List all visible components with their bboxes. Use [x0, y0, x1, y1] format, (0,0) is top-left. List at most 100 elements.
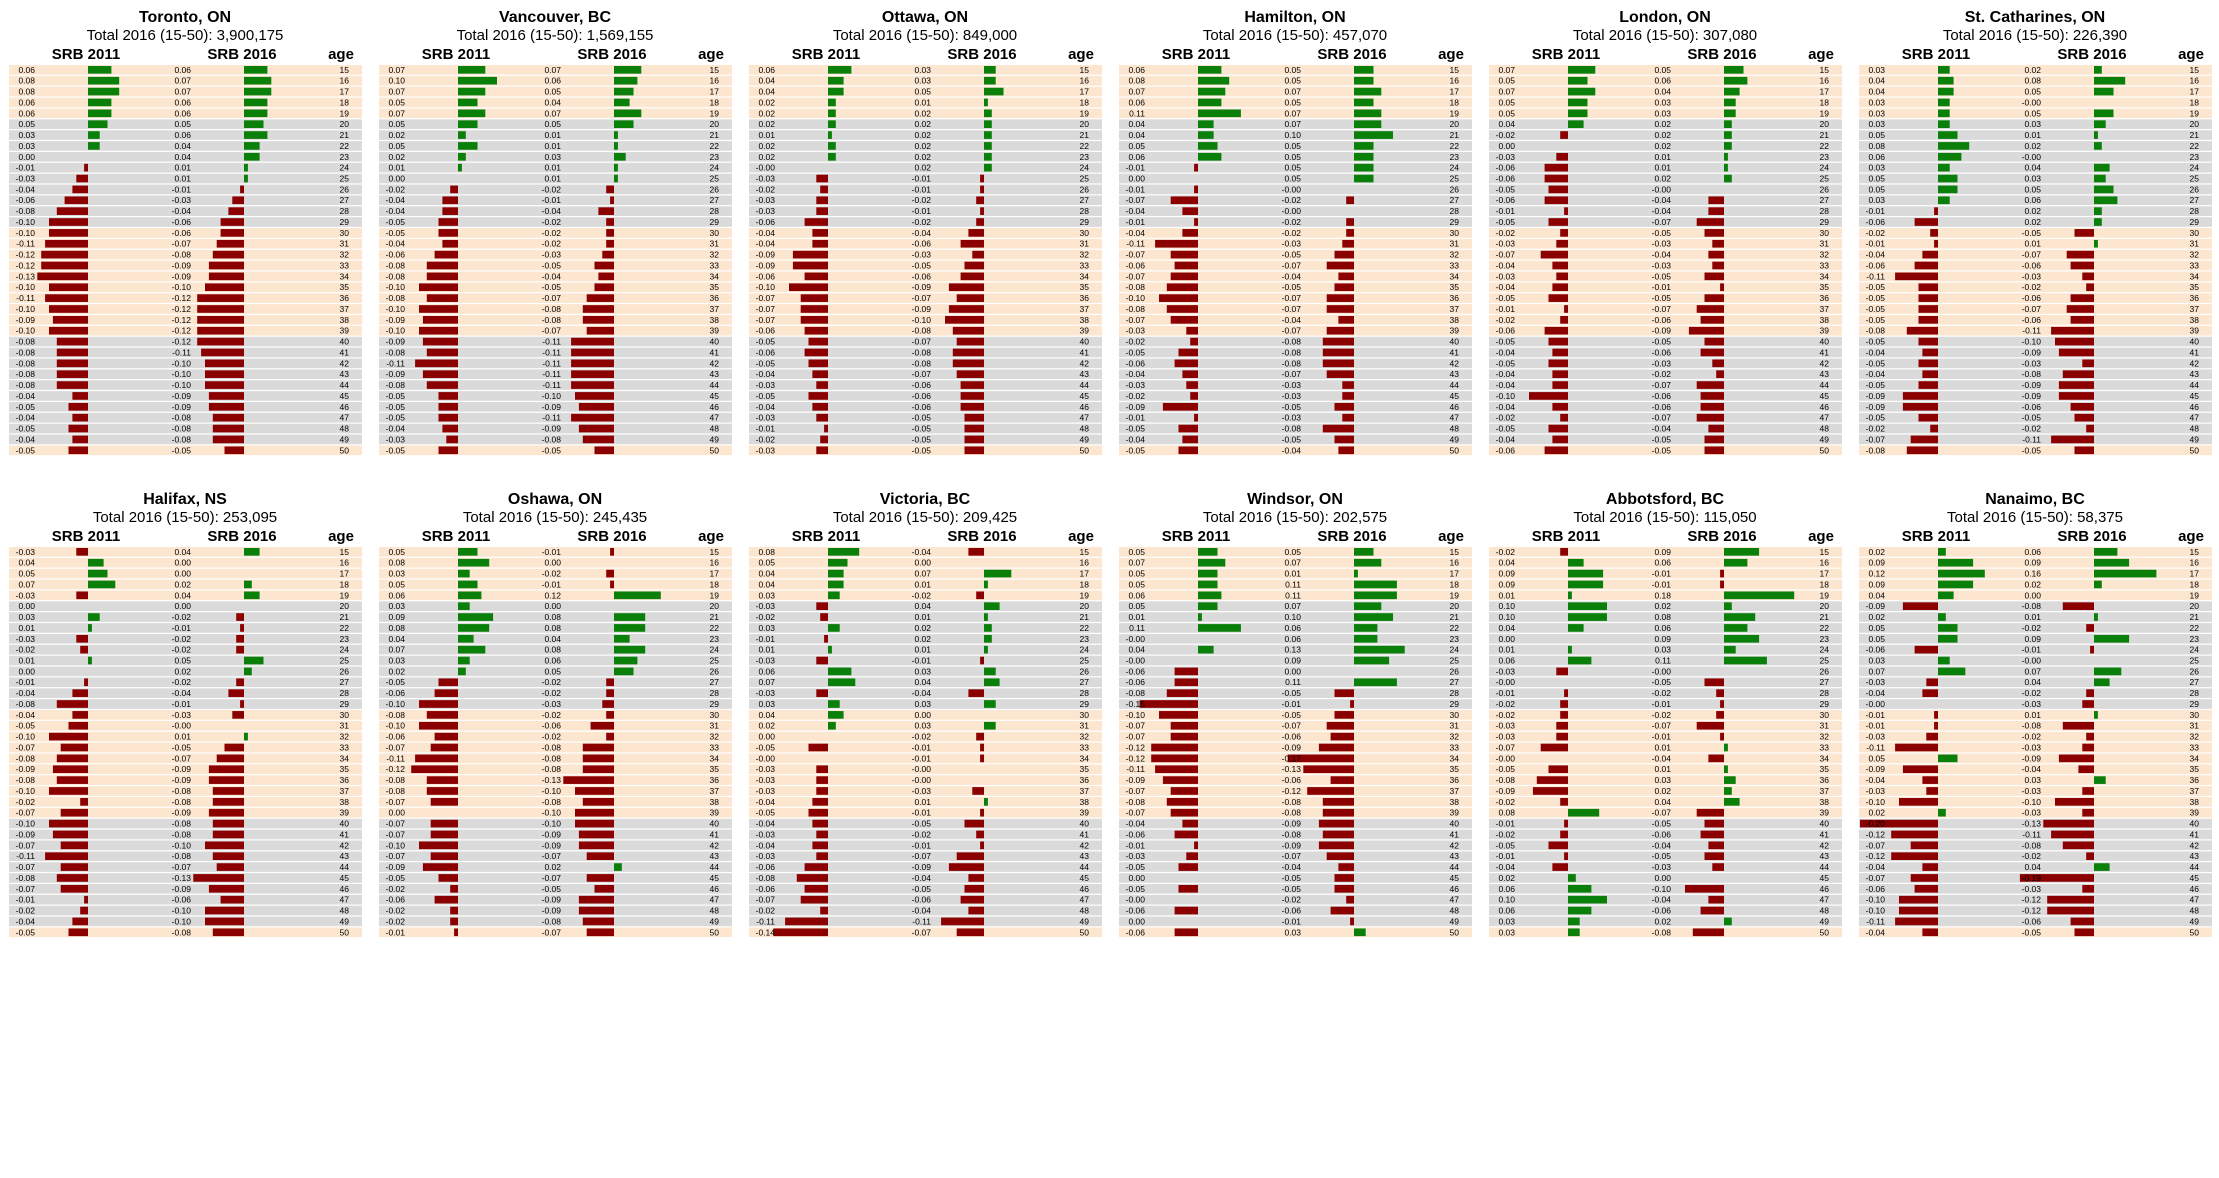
age-tick-label: 45	[1080, 391, 1090, 401]
age-band	[1119, 677, 1472, 688]
age-tick-label: 20	[1080, 601, 1090, 611]
value-label-srb2016: -0.06	[172, 228, 192, 238]
value-label-srb2016: -0.05	[1282, 434, 1302, 444]
bar-srb2016	[1354, 580, 1397, 589]
age-header: age	[2178, 528, 2204, 545]
value-label-srb2016: -0.07	[1282, 851, 1302, 861]
age-band	[1489, 666, 1842, 677]
age-band	[1859, 86, 2212, 97]
bar-srb2011	[419, 841, 458, 850]
bar-srb2016	[232, 711, 244, 719]
bar-srb2011	[434, 689, 458, 697]
value-label-srb2016: 0.04	[174, 141, 191, 151]
bar-srb2011	[1170, 808, 1198, 817]
age-header: age	[1438, 528, 1464, 545]
age-header: age	[1808, 528, 1834, 545]
age-tick-label: 33	[2190, 742, 2200, 752]
value-label-srb2011: -0.07	[386, 851, 406, 861]
value-label-srb2011: -0.03	[16, 547, 36, 557]
value-label-srb2011: -0.03	[1866, 732, 1886, 742]
value-label-srb2016: -0.02	[542, 732, 562, 742]
value-label-srb2011: -0.05	[386, 677, 406, 687]
value-label-srb2011: -0.10	[1126, 293, 1146, 303]
value-label-srb2016: -0.08	[172, 786, 192, 796]
value-label-srb2016: -0.07	[542, 873, 562, 883]
age-tick-label: 16	[710, 76, 720, 86]
bar-srb2011	[1170, 250, 1198, 259]
value-label-srb2011: -0.10	[386, 721, 406, 731]
age-tick-label: 28	[1080, 688, 1090, 698]
value-label-srb2011: -0.03	[1866, 786, 1886, 796]
value-label-srb2011: -0.08	[16, 775, 36, 785]
bar-srb2016	[1720, 283, 1724, 292]
value-label-srb2011: -0.04	[1866, 250, 1886, 260]
bar-srb2011	[56, 337, 88, 346]
age-header: age	[1438, 46, 1464, 63]
age-tick-label: 48	[710, 424, 720, 434]
age-band	[1489, 217, 1842, 227]
value-label-srb2011: 0.10	[1498, 601, 1515, 611]
bar-srb2016	[606, 239, 614, 248]
value-label-srb2011: -0.05	[16, 445, 36, 455]
value-label-srb2011: -0.11	[386, 358, 405, 368]
bar-srb2016	[1724, 87, 1740, 96]
value-label-srb2016: -0.13	[172, 873, 192, 883]
value-label-srb2011: -0.02	[16, 906, 36, 916]
age-tick-label: 41	[1820, 829, 1830, 839]
age-band	[9, 315, 362, 325]
age-band	[1859, 282, 2212, 293]
bar-srb2011	[450, 917, 458, 926]
value-label-srb2016: 0.07	[174, 87, 191, 97]
age-band	[749, 162, 1102, 173]
value-label-srb2016: 0.09	[1654, 634, 1671, 644]
value-label-srb2011: -0.02	[1126, 391, 1146, 401]
age-band	[1489, 612, 1842, 622]
bar-srb2016	[582, 316, 614, 324]
age-band	[1119, 434, 1472, 445]
age-band	[9, 249, 362, 260]
value-label-srb2011: -0.05	[1496, 424, 1516, 434]
bar-srb2016	[1354, 109, 1382, 118]
value-label-srb2011: -0.10	[386, 304, 406, 314]
bar-srb2011	[812, 239, 828, 248]
value-label-srb2011: 0.05	[388, 579, 405, 589]
age-band	[1489, 162, 1842, 173]
age-tick-label: 45	[710, 873, 720, 883]
value-label-srb2016: -0.04	[1282, 862, 1302, 872]
bar-srb2011	[1918, 305, 1938, 313]
value-label-srb2016: -0.07	[1282, 260, 1302, 270]
bar-srb2016	[1720, 580, 1724, 589]
age-band	[379, 391, 732, 401]
bar-srb2011	[1556, 667, 1568, 676]
bar-srb2011	[1552, 348, 1568, 357]
value-label-srb2011: 0.04	[18, 558, 35, 568]
value-label-srb2016: -0.06	[2022, 293, 2042, 303]
value-label-srb2016: -0.09	[542, 829, 562, 839]
value-label-srb2011: 0.04	[1498, 623, 1515, 633]
age-tick-label: 25	[710, 174, 720, 184]
age-band	[9, 688, 362, 698]
panel-total: Total 2016 (15-50): 1,569,155	[457, 27, 654, 44]
value-label-srb2016: -0.00	[1652, 184, 1672, 194]
age-band	[1119, 797, 1472, 807]
value-label-srb2011: -0.07	[1866, 434, 1886, 444]
bar-srb2016	[208, 392, 244, 400]
value-label-srb2016: -0.11	[2022, 326, 2041, 336]
age-band	[379, 883, 732, 894]
bar-srb2011	[1178, 348, 1198, 357]
value-label-srb2016: -0.09	[172, 391, 192, 401]
age-band	[9, 162, 362, 173]
bar-srb2011	[434, 895, 458, 904]
bar-srb2011	[1938, 808, 1946, 817]
bar-srb2016	[960, 392, 984, 400]
bar-srb2016	[1354, 569, 1358, 578]
age-band	[1119, 151, 1472, 162]
value-label-srb2011: 0.02	[388, 666, 405, 676]
age-band	[9, 86, 362, 97]
bar-srb2011	[804, 218, 828, 226]
bar-srb2016	[212, 852, 244, 861]
age-tick-label: 22	[1820, 141, 1830, 151]
value-label-srb2016: 0.03	[1284, 927, 1301, 937]
bar-srb2011	[1938, 185, 1958, 194]
